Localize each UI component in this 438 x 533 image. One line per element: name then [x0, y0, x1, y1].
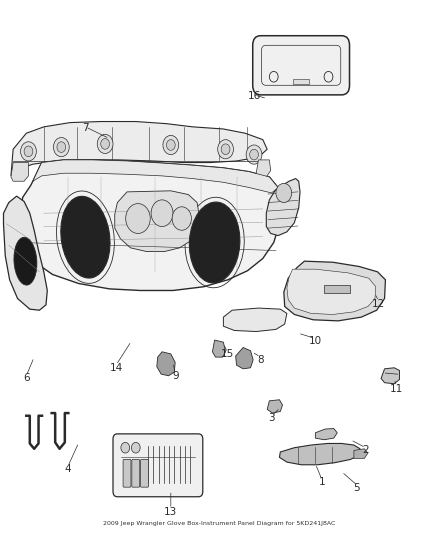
Circle shape — [131, 442, 140, 453]
Circle shape — [221, 144, 230, 155]
Circle shape — [166, 140, 175, 150]
Polygon shape — [4, 196, 47, 310]
Circle shape — [57, 142, 66, 152]
Circle shape — [101, 139, 110, 149]
Circle shape — [250, 149, 258, 160]
Circle shape — [24, 146, 33, 157]
Polygon shape — [11, 122, 267, 176]
Text: 9: 9 — [172, 371, 179, 381]
Polygon shape — [115, 191, 199, 252]
Text: 10: 10 — [309, 336, 322, 346]
Text: 12: 12 — [372, 299, 385, 309]
Circle shape — [21, 142, 36, 161]
Text: 15: 15 — [221, 350, 234, 359]
Circle shape — [246, 145, 262, 164]
Polygon shape — [381, 368, 399, 384]
Polygon shape — [20, 160, 280, 290]
Ellipse shape — [189, 202, 240, 283]
Circle shape — [97, 134, 113, 154]
FancyBboxPatch shape — [141, 459, 148, 487]
Text: 1: 1 — [318, 478, 325, 487]
Polygon shape — [267, 400, 283, 413]
Text: 4: 4 — [64, 464, 71, 474]
Text: 7: 7 — [82, 123, 89, 133]
Polygon shape — [256, 160, 271, 179]
Text: 3: 3 — [268, 414, 275, 423]
Polygon shape — [33, 160, 278, 193]
Ellipse shape — [14, 237, 37, 285]
Text: 8: 8 — [257, 355, 264, 365]
Polygon shape — [266, 179, 300, 236]
FancyBboxPatch shape — [132, 459, 140, 487]
FancyBboxPatch shape — [123, 459, 131, 487]
Text: 16: 16 — [247, 91, 261, 101]
Polygon shape — [324, 285, 350, 293]
Text: 2: 2 — [362, 446, 369, 455]
Text: 6: 6 — [23, 374, 30, 383]
Polygon shape — [11, 163, 28, 181]
Circle shape — [172, 207, 191, 230]
Circle shape — [121, 442, 130, 453]
Circle shape — [126, 204, 150, 233]
Text: 2009 Jeep Wrangler Glove Box-Instrument Panel Diagram for 5KD241J8AC: 2009 Jeep Wrangler Glove Box-Instrument … — [103, 521, 335, 526]
Polygon shape — [279, 443, 360, 465]
Circle shape — [151, 200, 173, 227]
Text: 13: 13 — [164, 507, 177, 516]
Circle shape — [53, 138, 69, 157]
Polygon shape — [212, 340, 226, 357]
Circle shape — [276, 183, 292, 203]
Polygon shape — [236, 348, 253, 369]
Ellipse shape — [61, 196, 110, 278]
Text: 11: 11 — [390, 384, 403, 394]
Polygon shape — [284, 261, 385, 321]
Polygon shape — [157, 352, 175, 376]
Polygon shape — [315, 429, 337, 440]
Circle shape — [218, 140, 233, 159]
Circle shape — [163, 135, 179, 155]
Polygon shape — [223, 308, 287, 332]
FancyBboxPatch shape — [113, 434, 203, 497]
Text: 14: 14 — [110, 363, 123, 373]
Text: 5: 5 — [353, 483, 360, 492]
Polygon shape — [293, 79, 309, 84]
Polygon shape — [287, 269, 376, 314]
Polygon shape — [354, 449, 368, 458]
FancyBboxPatch shape — [253, 36, 350, 95]
